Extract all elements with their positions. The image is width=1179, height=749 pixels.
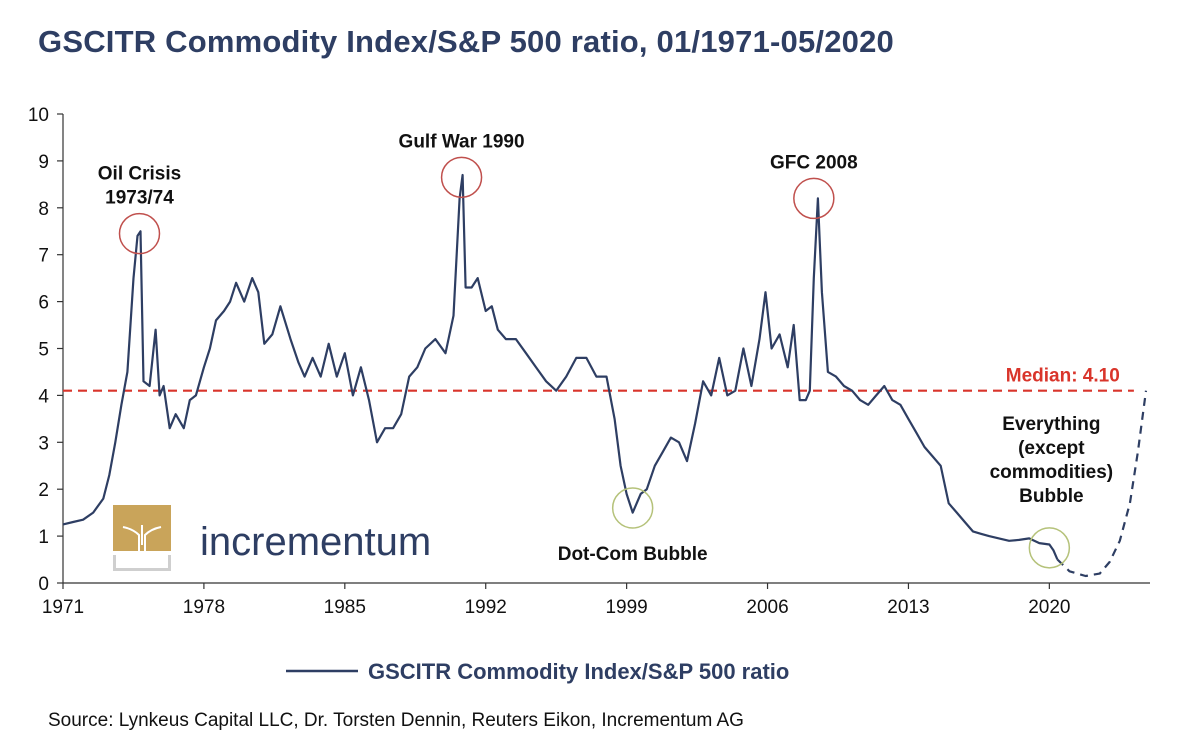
annotation-label: Dot-Com Bubble: [558, 544, 708, 565]
legend: GSCITR Commodity Index/S&P 500 ratio: [286, 659, 789, 684]
series-line: [62, 173, 1059, 560]
annotation-label: (except: [1018, 438, 1085, 459]
annotation-label: Bubble: [1019, 486, 1083, 507]
projection-line: [1056, 390, 1148, 578]
y-tick-label: 9: [38, 152, 49, 173]
tree-icon: [113, 505, 171, 571]
source-note: Source: Lynkeus Capital LLC, Dr. Torsten…: [48, 710, 744, 731]
annotation-label: commodities): [990, 462, 1114, 483]
annotation-label: Everything: [1002, 414, 1100, 435]
annotation-label: GFC 2008: [770, 152, 858, 173]
y-tick-label: 5: [38, 340, 49, 361]
median-label: Median: 4.10: [1006, 366, 1120, 387]
y-tick-label: 6: [38, 293, 49, 314]
x-tick-label: 1999: [605, 597, 647, 618]
logo: incrementum: [113, 505, 431, 571]
x-tick-label: 2020: [1028, 597, 1070, 618]
y-tick-label: 3: [38, 433, 49, 454]
annotation-label: Gulf War 1990: [399, 131, 525, 152]
logo-text: incrementum: [200, 520, 431, 564]
x-tick-label: 1985: [324, 597, 366, 618]
y-tick-label: 1: [38, 527, 49, 548]
annotation-circle: [118, 212, 161, 255]
y-tick-label: 7: [38, 246, 49, 267]
annotation-circle: [611, 487, 654, 529]
annotation-label: Oil Crisis: [98, 164, 181, 185]
chart-title: GSCITR Commodity Index/S&P 500 ratio, 01…: [38, 24, 894, 59]
annotation-label: 1973/74: [105, 188, 174, 209]
y-tick-label: 2: [38, 480, 49, 501]
y-tick-label: 10: [28, 105, 49, 126]
x-tick-label: 1971: [42, 597, 84, 618]
y-tick-label: 8: [38, 199, 49, 220]
y-tick-label: 4: [38, 386, 49, 407]
x-tick-label: 2013: [887, 597, 929, 618]
legend-label: GSCITR Commodity Index/S&P 500 ratio: [368, 659, 789, 684]
annotation-circle: [1028, 527, 1071, 569]
x-tick-label: 1978: [183, 597, 225, 618]
x-tick-label: 1992: [465, 597, 507, 618]
y-tick-label: 0: [38, 574, 49, 595]
x-tick-label: 2006: [746, 597, 788, 618]
annotation-circle: [440, 156, 483, 199]
annotation-circle: [793, 177, 835, 220]
